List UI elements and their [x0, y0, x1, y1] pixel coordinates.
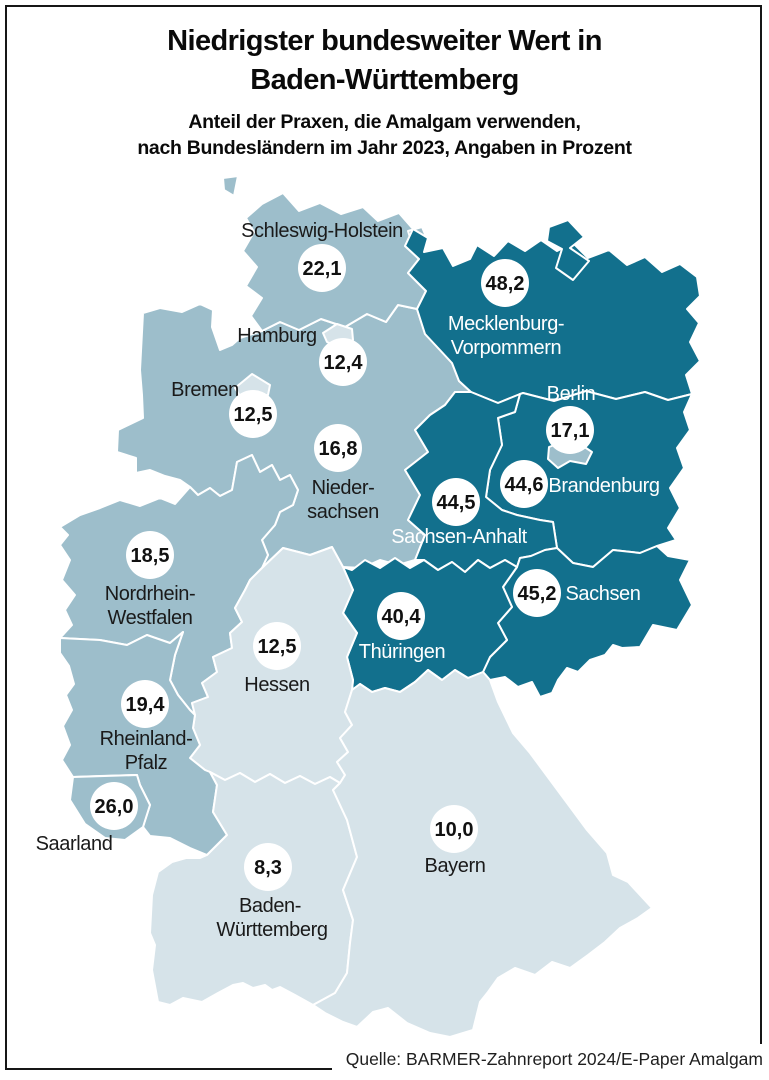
value-rheinland-pfalz: 19,4 [126, 694, 166, 716]
title-line-1: Niedrigster bundesweiter Wert in [167, 25, 602, 57]
state-label-rheinland-pfalz-line2: Pfalz [125, 752, 167, 774]
state-label-nordrhein-westfalen-line1: Nordrhein- [105, 583, 195, 605]
header: Niedrigster bundesweiter Wert in Baden-W… [0, 22, 769, 161]
value-badge-mecklenburg-vorpommern [481, 259, 529, 307]
state-label-schleswig-holstein: Schleswig-Holstein [241, 220, 403, 242]
value-badge-sachsen [513, 569, 561, 617]
state-label-baden-wuerttemberg-line2: Württemberg [216, 919, 327, 941]
value-bremen: 12,5 [234, 404, 273, 426]
value-mecklenburg-vorpommern: 48,2 [486, 273, 525, 295]
value-sachsen-anhalt: 44,5 [437, 492, 476, 514]
value-nordrhein-westfalen: 18,5 [131, 545, 170, 567]
value-badge-saarland [90, 782, 138, 830]
value-schleswig-holstein: 22,1 [303, 258, 342, 280]
state-label-baden-wuerttemberg-line1: Baden- [239, 895, 301, 917]
value-saarland: 26,0 [95, 796, 134, 818]
title-line-2: Baden-Württemberg [250, 64, 519, 96]
state-label-mecklenburg-vorpommern-line2: Vorpommern [451, 337, 562, 359]
schleswig-holstein-north-tip-shape [222, 175, 239, 197]
value-badge-niedersachsen [314, 424, 362, 472]
state-bayern-shape [312, 669, 653, 1038]
subtitle-line-2: nach Bundesländern im Jahr 2023, Angaben… [137, 137, 632, 159]
value-sachsen: 45,2 [518, 583, 557, 605]
state-label-hessen: Hessen [244, 674, 309, 696]
state-label-niedersachsen-line2: sachsen [307, 501, 379, 523]
value-niedersachsen: 16,8 [319, 438, 358, 460]
value-badge-nordrhein-westfalen [126, 531, 174, 579]
value-hessen: 12,5 [258, 636, 297, 658]
value-thueringen: 40,4 [382, 606, 422, 628]
value-bayern: 10,0 [435, 819, 474, 841]
value-badge-sachsen-anhalt [432, 478, 480, 526]
value-hamburg: 12,4 [324, 352, 364, 374]
island-ruegen-shape [546, 219, 590, 281]
state-label-mecklenburg-vorpommern-line1: Mecklenburg- [448, 313, 564, 335]
state-label-bremen: Bremen [171, 379, 239, 401]
value-badge-schleswig-holstein [298, 244, 346, 292]
value-brandenburg: 44,6 [505, 474, 544, 496]
subtitle-line-1: Anteil der Praxen, die Amalgam verwenden… [188, 111, 581, 133]
value-badge-hessen [253, 622, 301, 670]
state-label-thueringen: Thüringen [359, 641, 445, 663]
value-badge-bremen [229, 390, 277, 438]
page-subtitle: Anteil der Praxen, die Amalgam verwenden… [0, 109, 769, 161]
value-badge-brandenburg [500, 460, 548, 508]
state-label-brandenburg: Brandenburg [548, 475, 659, 497]
state-label-niedersachsen-line1: Nieder- [312, 477, 375, 499]
value-badge-hamburg [319, 338, 367, 386]
state-label-nordrhein-westfalen-line2: Westfalen [108, 607, 193, 629]
state-baden-wuerttemberg-shape [149, 771, 358, 1006]
value-badge-rheinland-pfalz [121, 680, 169, 728]
state-label-berlin: Berlin [547, 383, 596, 405]
source-attribution: Quelle: BARMER-Zahnreport 2024/E-Paper A… [331, 1044, 769, 1078]
map-labels-and-values: Schleswig-Holstein 22,1 48,2 Mecklenburg… [36, 220, 660, 941]
state-label-sachsen-anhalt: Sachsen-Anhalt [391, 526, 527, 548]
value-badge-berlin [546, 406, 594, 454]
state-label-sachsen: Sachsen [565, 583, 640, 605]
state-label-rheinland-pfalz-line1: Rheinland- [100, 728, 193, 750]
value-berlin: 17,1 [551, 420, 590, 442]
value-badge-baden-wuerttemberg [244, 843, 292, 891]
map-regions [59, 175, 701, 1038]
state-label-saarland: Saarland [36, 833, 113, 855]
state-label-bayern: Bayern [425, 855, 486, 877]
state-label-hamburg: Hamburg [237, 325, 316, 347]
value-baden-wuerttemberg: 8,3 [254, 857, 282, 879]
value-badge-bayern [430, 805, 478, 853]
value-badge-thueringen [377, 592, 425, 640]
page-title: Niedrigster bundesweiter Wert in Baden-W… [0, 22, 769, 100]
